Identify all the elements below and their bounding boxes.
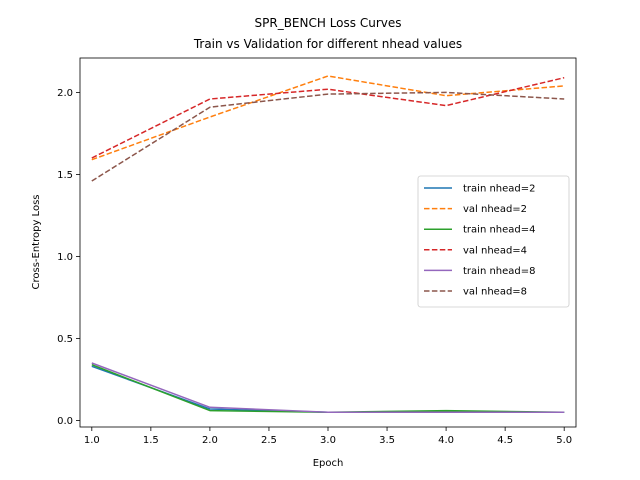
- x-tick-label: 3.0: [320, 435, 336, 446]
- y-tick-label: 2.0: [57, 88, 73, 99]
- legend-label: val nhead=4: [463, 245, 527, 256]
- x-tick-label: 2.5: [261, 435, 277, 446]
- series-line-5: [91, 91, 565, 182]
- x-tick-label: 3.5: [379, 435, 395, 446]
- legend-label: train nhead=8: [463, 266, 536, 277]
- chart-subtitle: Train vs Validation for different nhead …: [193, 37, 462, 51]
- x-tick-label: 4.5: [497, 435, 513, 446]
- legend-label: val nhead=8: [463, 287, 527, 298]
- legend: train nhead=2 val nhead=2 train nhead=4 val…: [417, 175, 570, 308]
- y-tick-label: 0.5: [57, 334, 73, 345]
- x-axis-label: Epoch: [313, 458, 344, 469]
- x-tick-label: 1.0: [84, 435, 100, 446]
- series-line-1: [91, 75, 565, 161]
- x-tick-label: 1.5: [143, 435, 159, 446]
- series-line-2: [91, 364, 565, 413]
- chart-title: SPR_BENCH Loss Curves: [255, 16, 402, 30]
- y-tick-label: 0.0: [57, 416, 73, 427]
- y-axis-label: Cross-Entropy Loss: [31, 195, 42, 290]
- legend-box: [417, 175, 570, 308]
- y-tick-label: 1.0: [57, 252, 73, 263]
- x-axis: 1.0 1.5 2.0 2.5 3.0 3.5 4.0 4.5 5.0: [84, 427, 572, 446]
- y-tick-label: 1.5: [57, 170, 73, 181]
- legend-label: val nhead=2: [463, 204, 527, 215]
- y-axis: 0.0 0.5 1.0 1.5 2.0: [57, 88, 80, 427]
- series-line-3: [91, 76, 565, 159]
- x-tick-label: 2.0: [202, 435, 218, 446]
- legend-label: train nhead=4: [463, 225, 536, 236]
- series-line-4: [91, 362, 565, 413]
- x-tick-label: 5.0: [556, 435, 572, 446]
- x-tick-label: 4.0: [438, 435, 454, 446]
- legend-label: train nhead=2: [463, 184, 536, 195]
- plot-area: [91, 75, 565, 413]
